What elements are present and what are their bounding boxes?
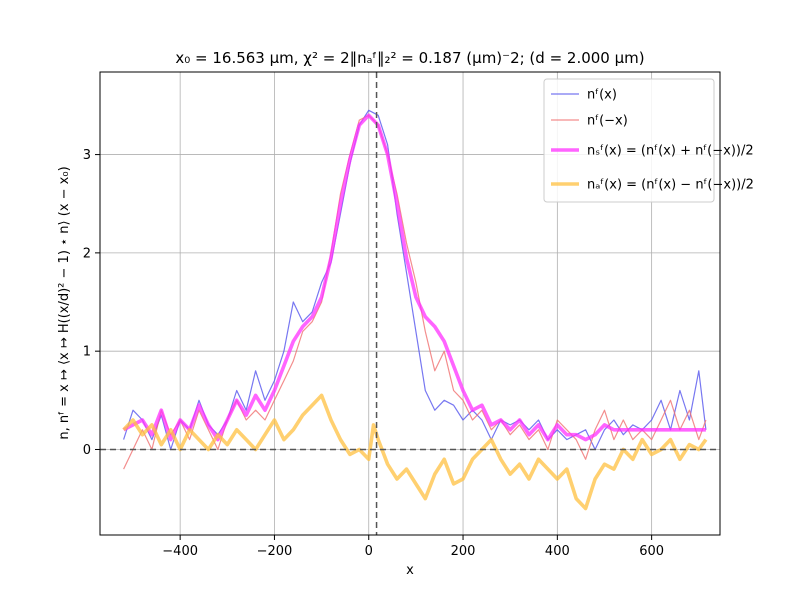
x-tick-label: −200 xyxy=(257,544,293,559)
y-tick-label: 3 xyxy=(83,148,91,163)
legend: nᶠ(x) nᶠ(−x) nₛᶠ(x) = (nᶠ(x) + nᶠ(−x))/2 nₐ… xyxy=(543,78,754,203)
x-tick-label: 0 xyxy=(365,544,373,559)
y-tick-label: 2 xyxy=(83,246,91,261)
x-tick-label: 600 xyxy=(639,544,664,559)
x-tick-label: 200 xyxy=(451,544,476,559)
chart-title: x₀ = 16.563 μm, χ² = 2‖nₐᶠ‖₂² = 0.187 (μ… xyxy=(175,49,644,67)
legend-label-3: nₛᶠ(x) = (nᶠ(x) + nᶠ(−x))/2 xyxy=(587,144,754,159)
legend-label-1: nᶠ(x) xyxy=(587,88,617,103)
y-tick-label: 1 xyxy=(83,345,91,360)
x-tick-label: −400 xyxy=(162,544,198,559)
series-line-3 xyxy=(122,113,706,442)
y-tick-label: 0 xyxy=(83,443,91,458)
legend-label-4: nₐᶠ(x) = (nᶠ(x) − nᶠ(−x))/2 xyxy=(587,178,754,193)
reference-lines xyxy=(100,72,720,535)
x-tick-label: 400 xyxy=(545,544,570,559)
legend-label-2: nᶠ(−x) xyxy=(587,114,628,129)
legend-box xyxy=(543,78,715,203)
series-lines xyxy=(122,109,708,511)
x-axis-label: x xyxy=(406,563,414,578)
series-line-4 xyxy=(122,393,708,511)
y-axis-label: n, nᶠ = x ↦ ⟨x ↦ H((x/d)² − 1) ⋆ n⟩ (x −… xyxy=(57,166,72,439)
plot-frame xyxy=(99,71,721,536)
axis-ticks: −400 −200 0 200 400 600 0 1 2 3 xyxy=(83,148,664,559)
